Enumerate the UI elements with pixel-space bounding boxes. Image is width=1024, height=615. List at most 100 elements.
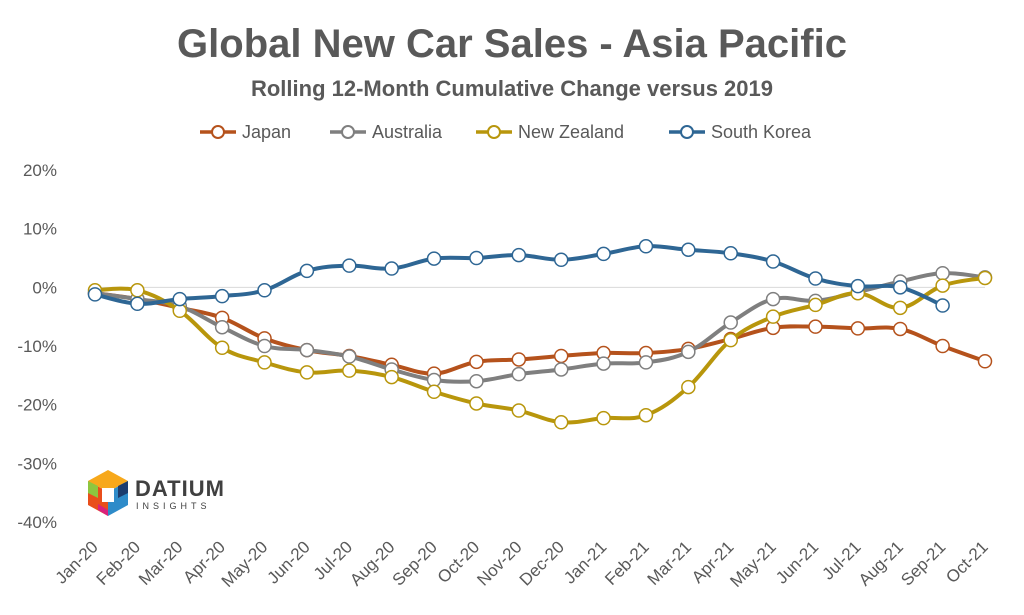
data-point-south-korea xyxy=(723,246,738,261)
data-point-south-korea xyxy=(681,242,696,258)
data-point-new-zealand xyxy=(808,297,823,313)
data-point-japan xyxy=(553,348,569,364)
y-tick-label: -10% xyxy=(17,337,57,356)
data-point-australia xyxy=(681,344,696,360)
data-point-new-zealand xyxy=(935,278,950,293)
data-point-south-korea xyxy=(850,278,866,294)
data-point-new-zealand xyxy=(299,365,315,380)
data-point-australia xyxy=(511,366,527,382)
legend-swatch-marker xyxy=(487,125,501,139)
x-tick-label: Jun-21 xyxy=(772,537,822,587)
data-point-new-zealand xyxy=(426,384,442,400)
y-tick-label: 0% xyxy=(32,278,57,297)
data-point-new-zealand xyxy=(553,415,569,430)
y-tick-label: 20% xyxy=(23,161,57,180)
legend-item-japan: Japan xyxy=(200,122,291,142)
x-tick-label: Feb-21 xyxy=(601,537,653,589)
x-tick-label: Aug-21 xyxy=(855,537,907,589)
series-line-new-zealand xyxy=(93,275,987,425)
data-point-south-korea xyxy=(935,298,950,313)
data-point-south-korea xyxy=(214,288,230,304)
series-line-japan xyxy=(93,291,987,376)
data-point-japan xyxy=(892,321,908,337)
x-tick-label: Dec-20 xyxy=(516,537,568,589)
data-point-south-korea xyxy=(892,280,908,295)
datium-cube-logo-icon xyxy=(88,470,128,516)
data-point-australia xyxy=(299,342,315,358)
data-point-australia xyxy=(723,315,738,330)
data-point-japan xyxy=(511,352,527,367)
data-point-south-korea xyxy=(596,246,611,262)
data-point-new-zealand xyxy=(638,407,654,423)
data-point-south-korea xyxy=(130,296,145,312)
x-tick-label: Sep-20 xyxy=(389,537,441,589)
data-point-australia xyxy=(765,291,781,307)
data-point-japan xyxy=(808,319,823,334)
data-point-japan xyxy=(977,354,993,369)
data-point-south-korea xyxy=(511,247,527,263)
data-point-new-zealand xyxy=(384,369,399,385)
data-point-new-zealand xyxy=(681,379,696,395)
legend-swatch-marker xyxy=(680,125,694,139)
data-point-new-zealand xyxy=(469,396,484,411)
data-point-south-korea xyxy=(765,254,781,269)
data-point-new-zealand xyxy=(130,283,145,298)
data-point-new-zealand xyxy=(723,332,738,348)
legend-item-new-zealand: New Zealand xyxy=(476,122,624,142)
legend-label: Japan xyxy=(242,122,291,142)
x-tick-label: Jan-21 xyxy=(560,537,610,587)
series-layer xyxy=(87,239,993,430)
x-tick-label: May-20 xyxy=(218,537,272,591)
data-point-australia xyxy=(553,362,569,377)
y-tick-label: -20% xyxy=(17,396,57,415)
data-point-south-korea xyxy=(638,239,654,254)
data-point-new-zealand xyxy=(214,340,230,356)
data-point-south-korea xyxy=(299,263,315,279)
x-axis: Jan-20Feb-20Mar-20Apr-20May-20Jun-20Jul-… xyxy=(52,537,992,591)
data-point-south-korea xyxy=(426,251,442,266)
legend-label: New Zealand xyxy=(518,122,624,142)
data-point-south-korea xyxy=(553,252,569,268)
data-point-south-korea xyxy=(257,283,272,298)
data-point-japan xyxy=(469,354,484,370)
legend-item-australia: Australia xyxy=(330,122,443,142)
legend: Japan Australia New Zealand South Korea xyxy=(200,122,812,142)
data-point-australia xyxy=(214,319,230,335)
data-point-south-korea xyxy=(384,261,399,276)
data-point-japan xyxy=(935,338,950,354)
chart-subtitle: Rolling 12-Month Cumulative Change versu… xyxy=(251,76,773,101)
data-point-australia xyxy=(638,355,654,370)
x-tick-label: Jan-20 xyxy=(52,537,102,587)
x-tick-label: Oct-21 xyxy=(942,537,992,587)
y-tick-label: -30% xyxy=(17,454,57,473)
data-point-australia xyxy=(596,356,611,371)
legend-swatch-marker xyxy=(341,125,355,139)
y-axis: 20% 10% 0% -10% -20% -30% -40% xyxy=(17,161,57,532)
logo-name: DATIUM xyxy=(135,476,225,501)
x-tick-label: Feb-20 xyxy=(93,537,145,589)
data-point-new-zealand xyxy=(511,403,527,418)
data-point-south-korea xyxy=(342,258,357,273)
data-point-new-zealand xyxy=(596,410,611,426)
y-tick-label: 10% xyxy=(23,220,57,239)
x-tick-label: Nov-20 xyxy=(473,537,525,589)
data-point-south-korea xyxy=(469,250,484,266)
x-tick-label: Jun-20 xyxy=(264,537,314,587)
x-tick-label: Aug-20 xyxy=(346,537,398,589)
series-new-zealand xyxy=(87,270,993,430)
x-tick-label: Mar-20 xyxy=(135,537,187,589)
x-tick-label: Sep-21 xyxy=(897,537,949,589)
legend-item-south-korea: South Korea xyxy=(669,122,812,142)
data-point-australia xyxy=(935,266,950,281)
data-point-south-korea xyxy=(87,287,103,302)
data-point-new-zealand xyxy=(892,300,908,316)
data-point-japan xyxy=(850,321,866,336)
data-point-australia xyxy=(257,338,272,354)
data-point-new-zealand xyxy=(257,355,272,370)
data-point-australia xyxy=(469,373,484,389)
y-tick-label: -40% xyxy=(17,513,57,532)
x-tick-label: May-21 xyxy=(726,537,780,591)
series-south-korea xyxy=(87,239,950,313)
legend-label: Australia xyxy=(372,122,443,142)
